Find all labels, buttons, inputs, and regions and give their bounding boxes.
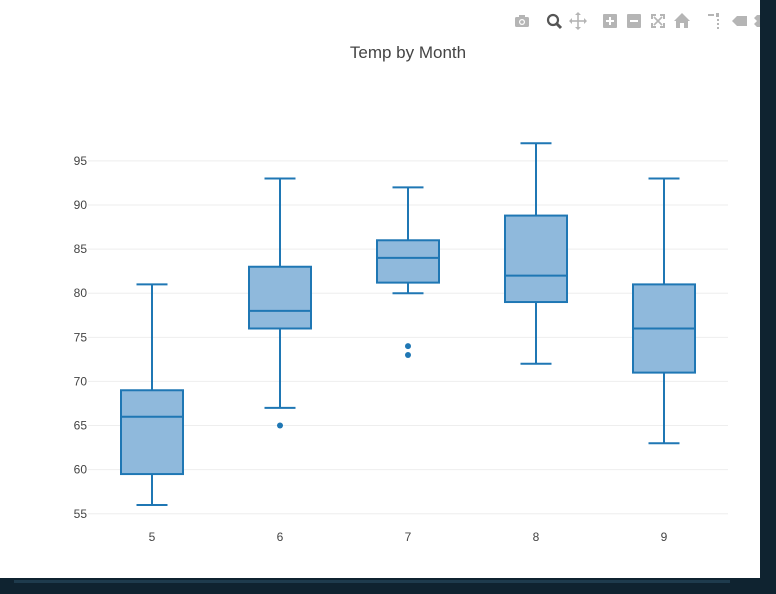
hover-closest-button[interactable] [728,10,748,32]
horizontal-scrollbar[interactable] [14,580,730,583]
zoom-button[interactable] [544,10,564,32]
autoscale-button[interactable] [648,10,668,32]
spike-lines-icon [708,13,719,29]
y-tick-label: 95 [74,154,88,168]
window-frame-right [760,0,776,594]
plot-area: Temp by Month 55 60 65 70 75 80 85 90 95 5 6 7 8 9 [73,43,728,544]
home-button[interactable] [672,10,692,32]
chart-title: Temp by Month [350,43,466,62]
pan-icon [569,12,587,30]
y-tick-label: 80 [74,286,88,300]
x-tick-label: 6 [277,530,284,544]
pan-button[interactable] [568,10,588,32]
y-tick-label: 60 [74,463,88,477]
zoom-icon [546,13,563,30]
x-tick-label: 7 [405,530,412,544]
spike-lines-button[interactable] [704,10,724,32]
zoom-out-button[interactable] [624,10,644,32]
x-axis-ticks: 5 6 7 8 9 [149,530,668,544]
camera-button[interactable] [512,10,532,32]
box-body [504,214,568,304]
home-icon [674,13,690,28]
outlier-point [405,343,411,350]
box-9[interactable] [632,177,696,445]
box-chart: Temp by Month 55 60 65 70 75 80 85 90 95 5 6 7 8 9 [74,43,728,544]
y-tick-label: 70 [74,374,88,388]
y-tick-label: 75 [74,330,88,344]
box-5[interactable] [120,283,184,506]
autoscale-icon [651,14,665,28]
boxes[interactable] [120,142,696,506]
box-6[interactable] [248,177,312,429]
x-tick-label: 9 [661,530,668,544]
y-tick-label: 55 [74,507,88,521]
box-7[interactable] [376,186,440,358]
zoom-in-icon [603,14,617,28]
x-tick-label: 5 [149,530,156,544]
x-tick-label: 8 [533,530,540,544]
modebar [510,10,766,32]
hover-closest-icon [732,16,747,26]
zoom-out-icon [627,14,641,28]
zoom-in-button[interactable] [600,10,620,32]
box-8[interactable] [504,142,568,365]
y-tick-label: 85 [74,242,88,256]
box-body [376,239,440,284]
y-axis-ticks: 55 60 65 70 75 80 85 90 95 [74,154,88,521]
camera-icon [515,15,529,27]
y-tick-label: 65 [74,419,88,433]
box-body [248,265,312,330]
outlier-point [277,422,283,429]
y-tick-label: 90 [74,198,88,212]
outlier-point [405,351,411,358]
box-body [120,389,184,476]
